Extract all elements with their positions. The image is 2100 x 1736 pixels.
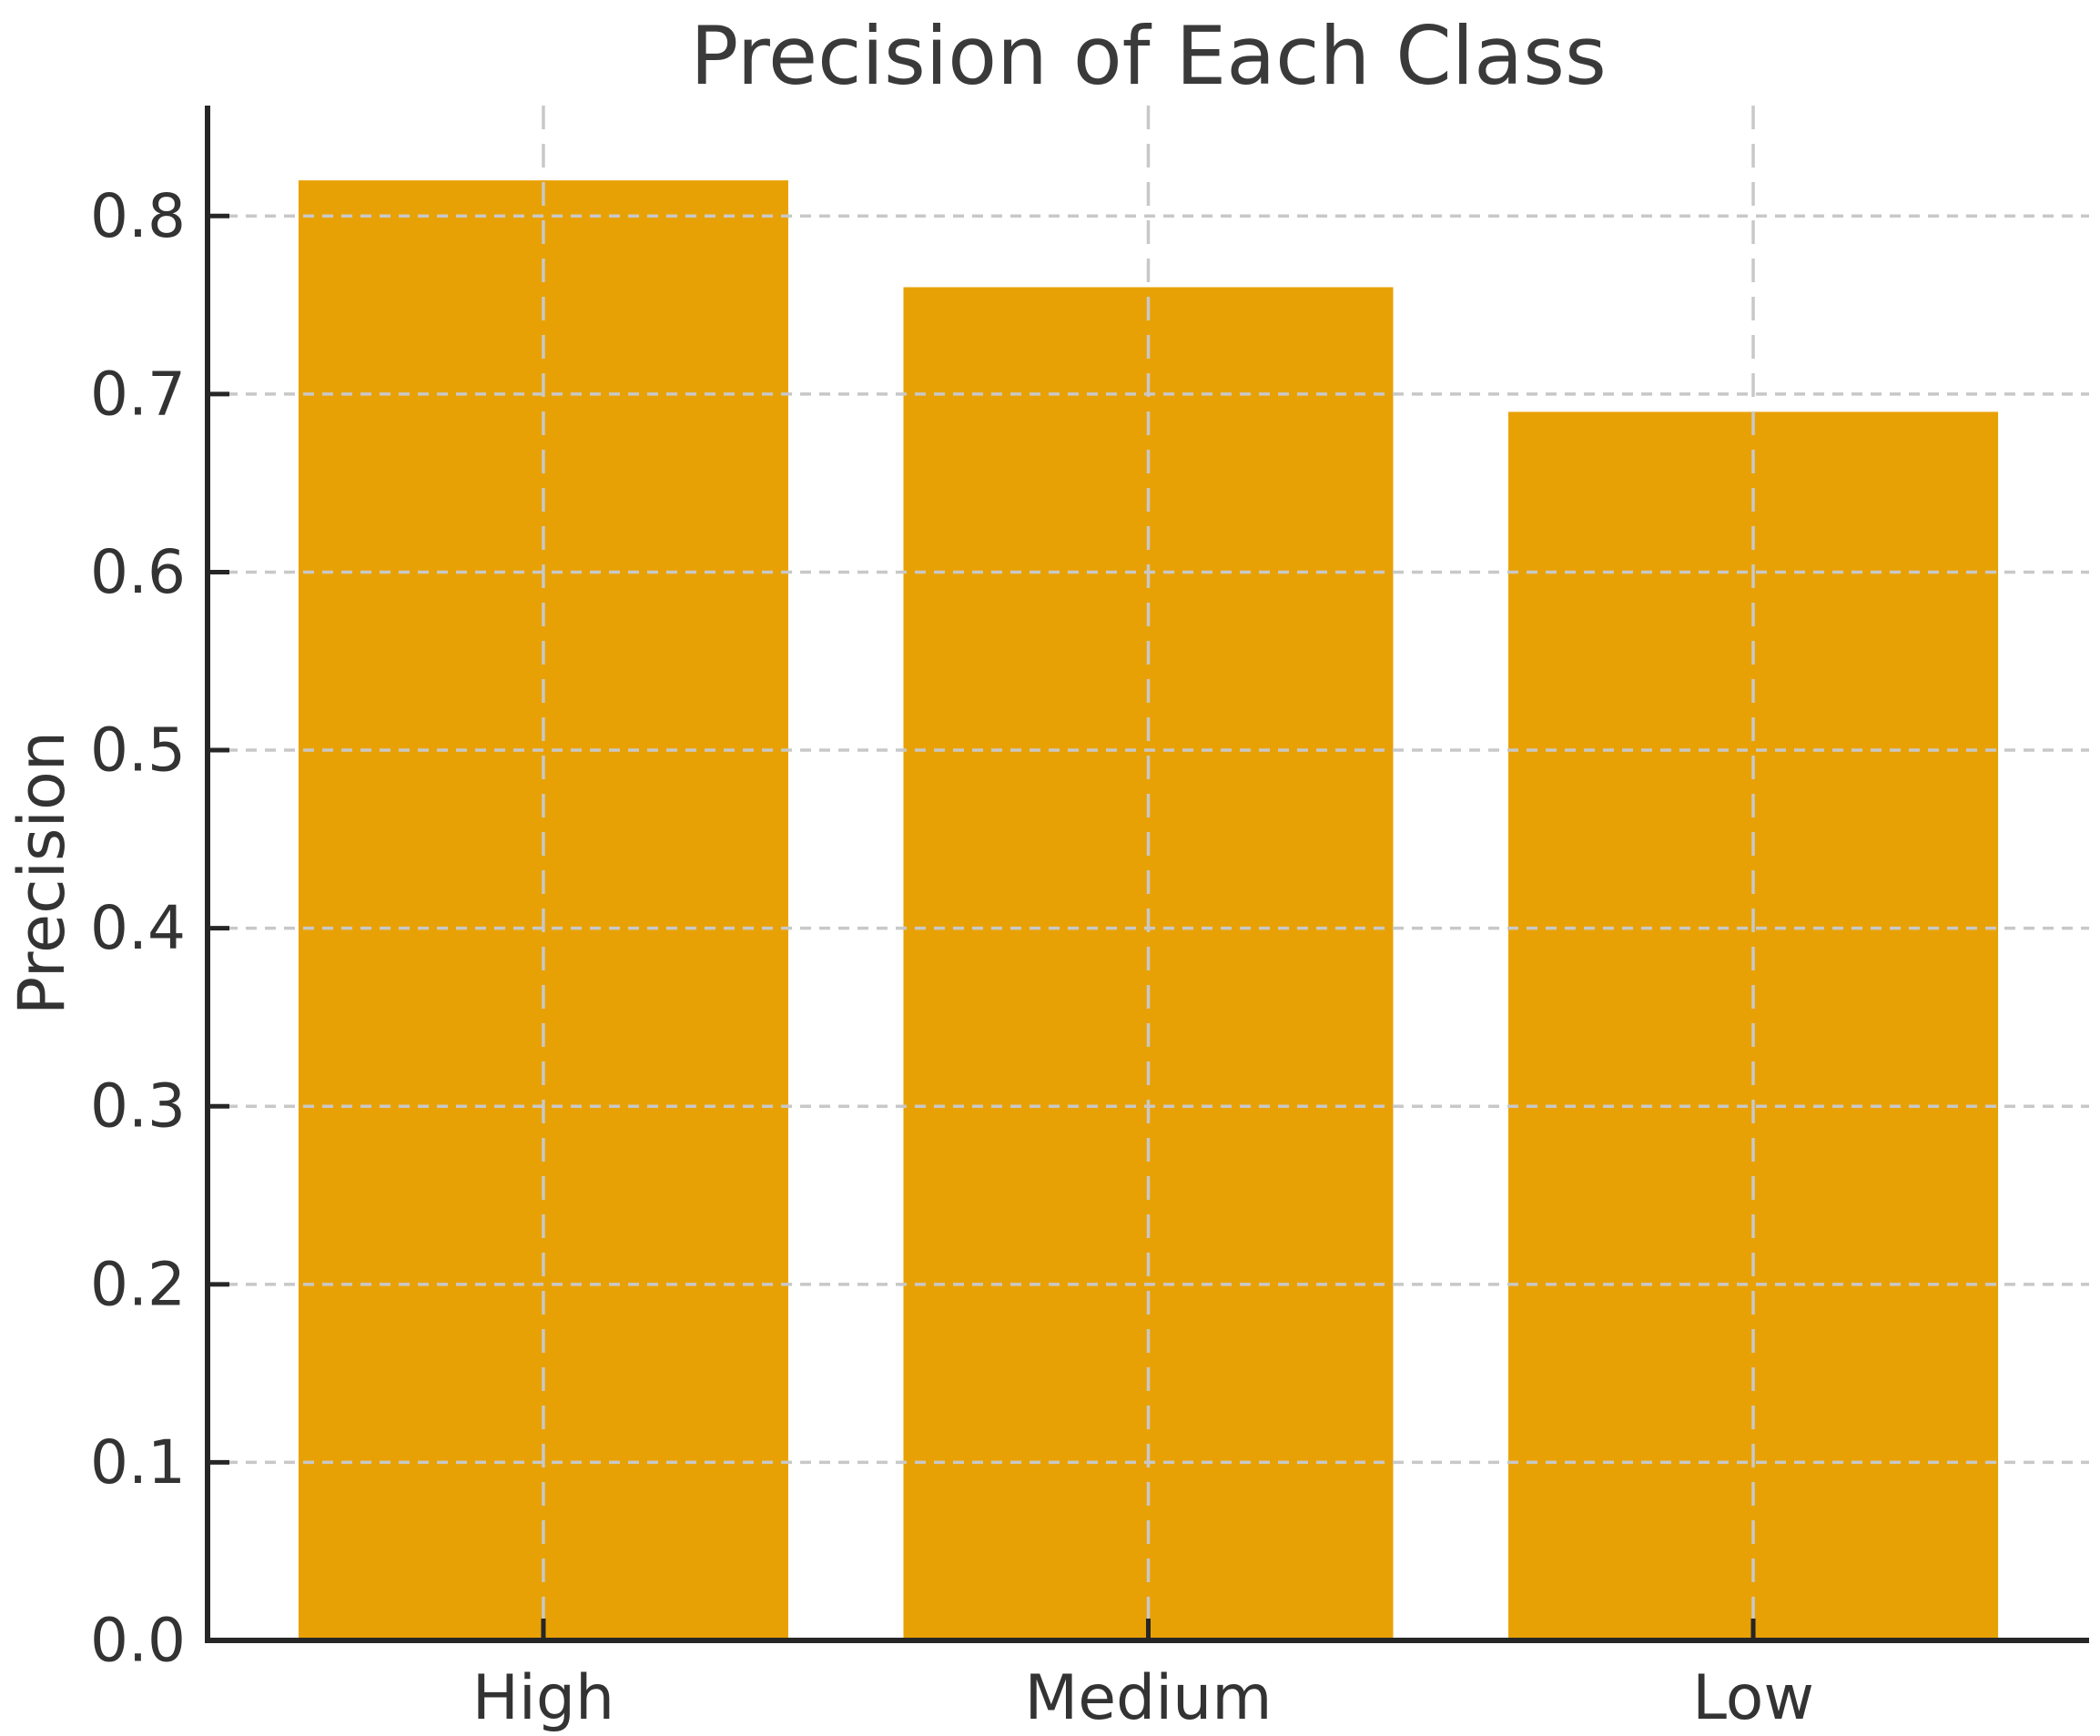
y-tick-label: 0.5 — [90, 716, 186, 786]
y-tick-label: 0.3 — [90, 1071, 186, 1142]
x-tick-label: Low — [1692, 1662, 1814, 1734]
y-tick-label: 0.2 — [90, 1249, 186, 1319]
chart-title: Precision of Each Class — [690, 9, 1607, 103]
y-tick-label: 0.6 — [90, 537, 186, 607]
x-tick-label: Medium — [1025, 1662, 1273, 1734]
y-tick-label: 0.4 — [90, 893, 186, 963]
y-tick-label: 0.1 — [90, 1427, 186, 1497]
x-tick-label: High — [472, 1662, 614, 1734]
y-tick-label: 0.8 — [90, 181, 186, 251]
y-tick-label: 0.7 — [90, 359, 186, 429]
y-tick-label: 0.0 — [90, 1606, 186, 1676]
